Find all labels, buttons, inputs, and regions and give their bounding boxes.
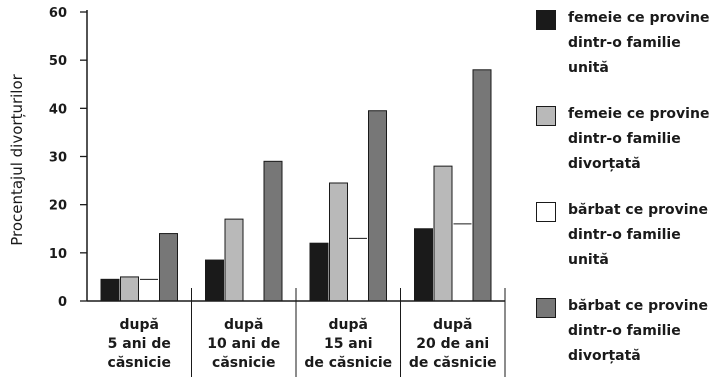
bar [414, 228, 433, 302]
y-tick-label: 30 [49, 151, 67, 166]
y-tick-label: 10 [49, 247, 67, 262]
x-axis-category-labels: după 5 ani de căsnicie după 10 ani de căsnici… [108, 288, 506, 377]
y-axis-title: Procentajul divorțurilor [8, 73, 26, 245]
bar [329, 182, 348, 302]
bar [309, 242, 329, 302]
legend-item: bărbat ce provine dintr-o familie unită [536, 198, 718, 273]
legend-item: bărbat ce provine dintr-o familie divorț… [536, 294, 718, 369]
bar [263, 160, 283, 302]
legend-swatch [536, 106, 556, 126]
bar [224, 218, 244, 302]
x-category-label: după 10 ani de căsnicie [207, 317, 280, 371]
legend-label: bărbat ce provine dintr-o familie unită [568, 202, 709, 268]
legend-item: femeie ce provine dintr-o familie unită [536, 6, 718, 81]
legend-label: femeie ce provine dintr-o familie divorț… [568, 106, 710, 172]
bar [159, 233, 178, 302]
y-tick-label: 50 [49, 54, 67, 69]
bar [120, 276, 139, 302]
bar [205, 259, 224, 302]
legend-swatch [536, 202, 556, 222]
bars [100, 69, 492, 302]
legend-label: femeie ce provine dintr-o familie unită [568, 10, 710, 76]
y-axis-ticks: 0 10 20 30 40 50 60 [49, 6, 87, 310]
x-category-label: după 15 ani de căsnicie [304, 317, 392, 371]
legend-swatch [536, 298, 556, 318]
y-tick-label: 20 [49, 199, 67, 214]
bar-chart: 0 10 20 30 40 50 60 după 5 ani de căsnicie după 10… [8, 6, 506, 377]
legend: femeie ce provine dintr-o familie unită f… [536, 6, 718, 390]
y-tick-label: 0 [58, 295, 67, 310]
legend-label: bărbat ce provine dintr-o familie divorț… [568, 298, 709, 364]
x-category-label: după 5 ani de căsnicie [108, 317, 171, 371]
bar [433, 165, 453, 302]
legend-item: femeie ce provine dintr-o familie divorț… [536, 102, 718, 177]
y-tick-label: 60 [49, 6, 67, 21]
bar [472, 69, 492, 302]
bar [368, 110, 387, 302]
x-category-label: după 20 de ani de căsnicie [409, 317, 497, 371]
y-tick-label: 40 [49, 102, 67, 117]
legend-swatch [536, 10, 556, 30]
bar [100, 278, 120, 302]
